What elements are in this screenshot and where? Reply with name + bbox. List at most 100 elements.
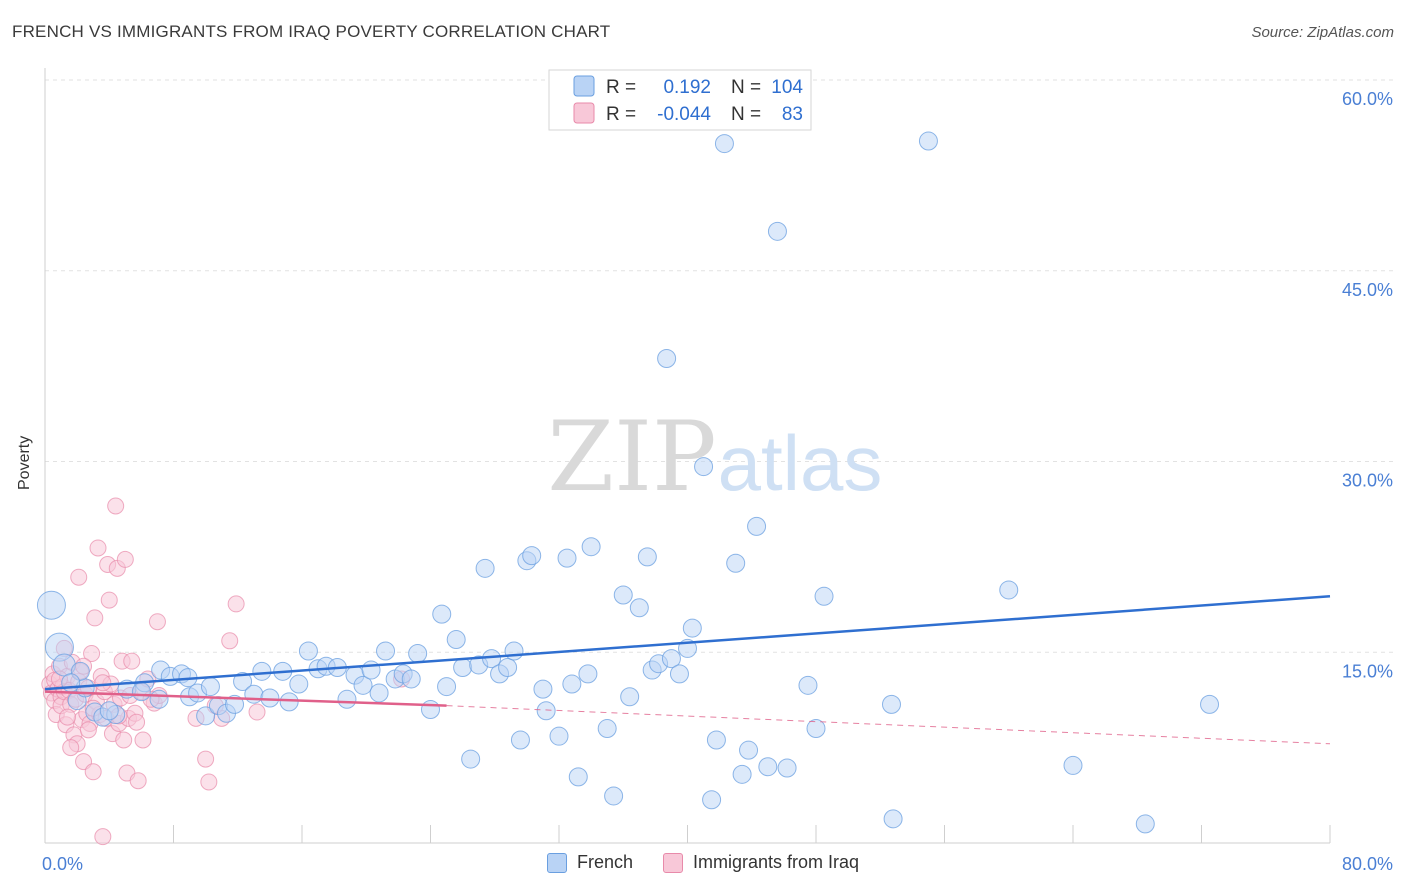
point-french-90	[806, 719, 826, 739]
point-iraq-31	[84, 763, 102, 781]
point-french-92	[881, 694, 901, 714]
grid-lines	[45, 79, 1395, 653]
point-french-32	[337, 689, 357, 709]
point-french-93	[883, 809, 903, 829]
point-iraq-68	[221, 632, 239, 650]
point-french-61	[562, 674, 582, 694]
point-french-56	[522, 546, 542, 566]
point-french-91	[814, 586, 834, 606]
source-label: Source: ZipAtlas.com	[1251, 24, 1394, 41]
point-iraq-78	[79, 721, 97, 739]
y-tick-label-15: 15.0%	[1342, 661, 1393, 681]
trend-lines	[44, 595, 1331, 745]
point-french-26	[279, 692, 299, 712]
point-french-52	[498, 658, 518, 678]
y-tick-label-60: 60.0%	[1342, 89, 1393, 109]
point-french-21	[233, 671, 253, 691]
point-french-42	[421, 699, 440, 719]
point-french-59	[549, 726, 569, 746]
legend-r-label-iraq: R =	[606, 104, 636, 125]
legend-swatch-french-bottom	[546, 852, 567, 873]
point-french-66	[604, 786, 624, 806]
point-iraq-34	[89, 539, 107, 557]
point-french-37	[376, 641, 396, 661]
point-french-34	[353, 675, 373, 695]
legend-r-value-iraq: -0.044	[657, 104, 711, 125]
point-french-80	[706, 730, 726, 750]
point-french-10	[149, 689, 169, 709]
point-french-97	[1135, 814, 1155, 834]
point-french-70	[637, 547, 657, 567]
point-french-16	[196, 706, 216, 726]
point-french-44	[437, 677, 457, 697]
point-french-89	[798, 675, 818, 695]
point-french-81	[714, 134, 734, 154]
point-french-54	[510, 730, 530, 750]
point-french-67	[613, 585, 633, 605]
point-french-79	[702, 790, 722, 810]
legend-n-value-iraq: 83	[782, 104, 803, 125]
legend-item-french: French	[546, 852, 633, 873]
point-french-78	[694, 457, 714, 477]
point-iraq-59	[134, 731, 152, 749]
point-french-35	[361, 660, 381, 680]
trend-line-french	[44, 595, 1331, 691]
point-french-64	[581, 537, 601, 557]
y-tick-label-45: 45.0%	[1342, 280, 1393, 300]
point-french-96	[1063, 755, 1083, 775]
trend-line-iraq-extended	[446, 705, 1331, 745]
point-french-0	[36, 590, 66, 620]
x-tick-label-min: 0.0%	[42, 854, 83, 874]
legend-swatch-iraq	[573, 102, 595, 124]
point-french-45	[446, 630, 466, 650]
point-iraq-72	[62, 739, 80, 757]
legend-bottom: French Immigrants from Iraq	[0, 852, 1406, 873]
watermark: ZIP atlas	[547, 401, 882, 513]
point-french-28	[298, 641, 318, 661]
point-iraq-37	[94, 828, 112, 846]
point-french-36	[369, 683, 389, 703]
point-french-53	[504, 641, 524, 661]
point-french-98	[1200, 694, 1220, 714]
point-french-103	[61, 673, 81, 693]
legend-top: R = 0.192 N = 104 R = -0.044 N = 83	[548, 69, 812, 131]
point-iraq-30	[83, 645, 101, 663]
point-french-83	[732, 764, 752, 784]
point-iraq-45	[107, 497, 125, 515]
point-french-58	[536, 701, 556, 721]
point-french-84	[739, 740, 759, 760]
legend-r-label-french: R =	[606, 77, 636, 98]
point-french-101	[131, 682, 151, 702]
point-french-57	[533, 679, 553, 699]
legend-label-iraq: Immigrants from Iraq	[692, 852, 860, 872]
point-french-87	[767, 221, 787, 241]
point-iraq-41	[100, 591, 118, 609]
point-iraq-79	[94, 674, 112, 692]
point-french-86	[758, 757, 778, 777]
point-french-46	[453, 658, 473, 678]
point-french-27	[289, 674, 309, 694]
point-french-88	[777, 758, 797, 778]
point-iraq-77	[58, 708, 76, 726]
point-french-69	[629, 598, 649, 618]
point-iraq-55	[123, 652, 141, 670]
point-iraq-32	[86, 609, 104, 627]
point-french-95	[999, 580, 1019, 600]
point-iraq-51	[116, 550, 134, 568]
trend-line-iraq	[44, 690, 447, 707]
point-french-49	[475, 558, 495, 578]
point-french-62	[568, 767, 588, 787]
watermark-atlas: atlas	[718, 419, 883, 507]
point-french-65	[597, 719, 617, 739]
point-french-60	[557, 548, 577, 568]
point-french-23	[252, 661, 272, 681]
legend-label-french: French	[576, 852, 633, 872]
point-iraq-65	[197, 750, 215, 768]
point-iraq-22	[70, 568, 88, 586]
point-french-85	[747, 516, 767, 536]
legend-swatch-iraq-bottom	[662, 852, 683, 873]
point-french-74	[661, 649, 681, 669]
point-french-73	[657, 348, 677, 368]
x-tick-label-max: 80.0%	[1342, 854, 1393, 874]
